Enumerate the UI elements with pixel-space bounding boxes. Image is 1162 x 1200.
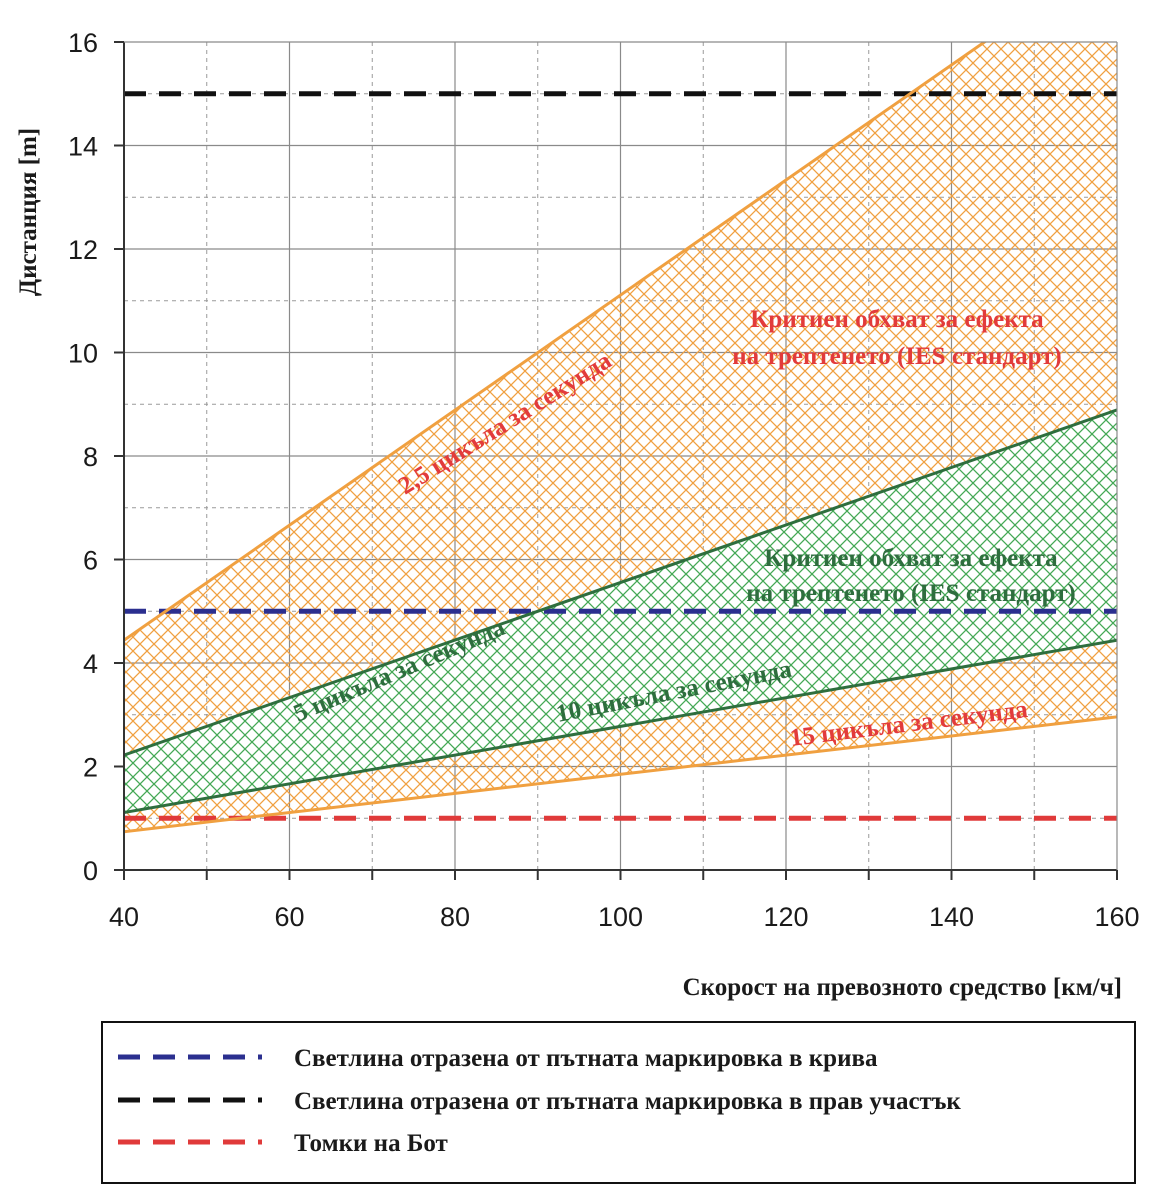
x-axis-title: Скорост на превозното средство [км/ч] [683,974,1122,1001]
x-tick-label-40: 40 [109,902,139,932]
reference-lines [124,91,1117,821]
y-tick-label-8: 8 [83,442,98,472]
legend-label-tomki: Томки на Бот [294,1130,448,1157]
axis-ticks: 0 2 4 6 8 10 12 14 16 40 60 80 100 120 140 160 [68,28,1140,932]
y-tick-label-14: 14 [68,132,98,162]
legend: Светлина отразена от пътната маркировка … [101,1021,1136,1184]
y-tick-label-4: 4 [83,649,98,679]
region-label-orange-line2: на трептенето (IES стандарт) [732,343,1062,370]
curve-3 [124,715,1117,834]
curve-2 [124,638,1117,815]
curve-1 [124,408,1117,757]
x-tick-label-60: 60 [274,902,304,932]
curve-0 [124,42,988,642]
y-tick-label-12: 12 [68,235,98,265]
y-tick-label-16: 16 [68,28,98,58]
region-label-orange-line1: Критиен обхват за ефекта [750,306,1044,333]
region-label-green-line2: на трептенето (IES стандарт) [746,580,1076,607]
x-tick-label-160: 160 [1094,902,1139,932]
legend-label-straight: Светлина отразена от пътната маркировка … [294,1088,961,1115]
x-tick-label-120: 120 [763,902,808,932]
y-tick-label-0: 0 [83,856,98,886]
y-tick-label-10: 10 [68,339,98,369]
y-axis-title: Дистанция [m] [15,128,42,296]
x-tick-label-140: 140 [929,902,974,932]
cycle-curves [124,42,1117,834]
x-tick-label-100: 100 [598,902,643,932]
y-tick-label-2: 2 [83,753,98,783]
region-label-green-line1: Критиен обхват за ефекта [764,545,1058,572]
x-tick-label-80: 80 [440,902,470,932]
y-tick-label-6: 6 [83,546,98,576]
legend-label-curve: Светлина отразена от пътната маркировка … [294,1045,878,1072]
legend-box [101,1021,1136,1184]
